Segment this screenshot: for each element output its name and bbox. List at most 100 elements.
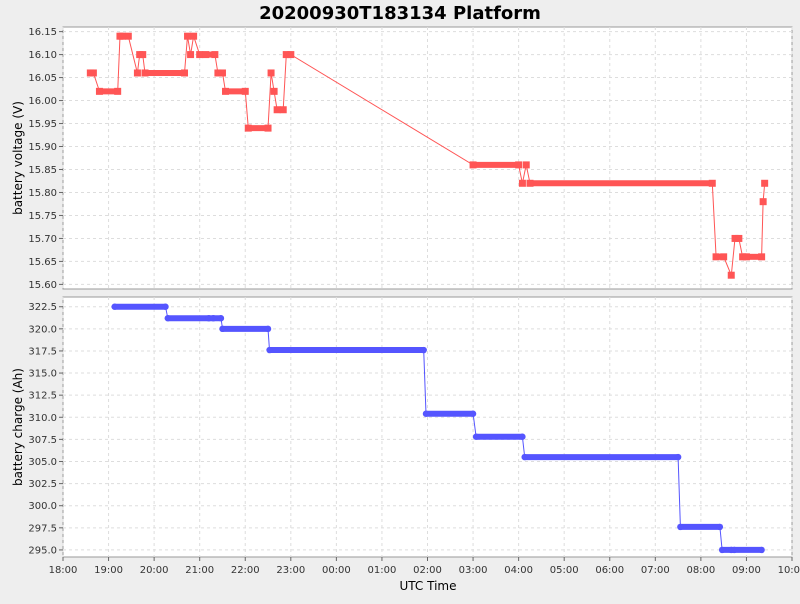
x-tick-label-3: 21:00 bbox=[185, 565, 214, 576]
charge-ytick-label-5: 307.5 bbox=[28, 435, 57, 446]
voltage-point-21 bbox=[241, 87, 249, 95]
voltage-point-26 bbox=[273, 106, 281, 114]
x-tick-label-9: 03:00 bbox=[459, 565, 488, 576]
voltage-point-11 bbox=[181, 69, 188, 77]
charge-ytick-label-9: 317.5 bbox=[28, 346, 57, 357]
voltage-point-32 bbox=[518, 179, 526, 187]
voltage-point-42 bbox=[742, 253, 750, 261]
voltage-ytick-label-3: 15.75 bbox=[28, 211, 57, 222]
voltage-ytick-label-0: 15.60 bbox=[28, 280, 57, 291]
x-tick-label-7: 01:00 bbox=[368, 565, 397, 576]
charge-point-3 bbox=[205, 315, 212, 322]
voltage-point-14 bbox=[190, 32, 198, 40]
voltage-point-16 bbox=[202, 51, 210, 59]
x-tick-label-14: 08:00 bbox=[686, 565, 715, 576]
voltage-point-15 bbox=[196, 51, 204, 59]
x-tick-label-0: 18:00 bbox=[49, 565, 78, 576]
x-tick-label-10: 04:00 bbox=[504, 565, 533, 576]
charge-ytick-label-4: 305.0 bbox=[28, 457, 57, 468]
voltage-panel: 15.60 15.65 15.70 15.75 15.80 15.85 15.90 15.95… bbox=[11, 26, 793, 291]
x-tick-label-13: 07:00 bbox=[641, 565, 670, 576]
x-tick-label-2: 20:00 bbox=[140, 565, 169, 576]
x-axis: 18:00 19:00 20:00 21:00 22:00 23:00 00:00 01:00… bbox=[49, 557, 800, 576]
voltage-point-43 bbox=[758, 253, 766, 261]
charge-point-13 bbox=[519, 433, 526, 440]
charge-ytick-label-0: 295.0 bbox=[28, 545, 57, 556]
voltage-point-39 bbox=[731, 234, 739, 242]
voltage-y-axis-label: battery voltage (V) bbox=[11, 101, 25, 215]
voltage-point-40 bbox=[735, 234, 743, 242]
charge-point-4 bbox=[210, 315, 217, 322]
charge-panel: 295.0 297.5 300.0 302.5 305.0 307.5 310.0 312.5… bbox=[11, 296, 793, 558]
charge-point-1 bbox=[162, 303, 169, 310]
voltage-point-10 bbox=[141, 69, 149, 77]
voltage-point-22 bbox=[244, 124, 252, 132]
voltage-ytick-label-11: 16.15 bbox=[28, 27, 57, 38]
voltage-ytick-label-9: 16.05 bbox=[28, 73, 57, 84]
charge-ytick-label-1: 297.5 bbox=[28, 523, 57, 534]
x-axis-label: UTC Time bbox=[400, 579, 457, 593]
voltage-point-19 bbox=[218, 69, 226, 77]
x-tick-label-15: 09:00 bbox=[732, 565, 761, 576]
voltage-point-30 bbox=[469, 161, 477, 169]
voltage-ytick-label-10: 16.10 bbox=[28, 50, 57, 61]
chart-title: 20200930T183134 Platform bbox=[259, 3, 541, 24]
voltage-ytick-label-4: 15.80 bbox=[28, 188, 57, 199]
voltage-point-23 bbox=[264, 124, 272, 132]
voltage-point-45 bbox=[761, 179, 769, 187]
charge-point-15 bbox=[674, 453, 682, 461]
charge-ytick-label-7: 312.5 bbox=[28, 391, 57, 402]
voltage-point-13 bbox=[187, 51, 195, 59]
voltage-point-27 bbox=[279, 106, 287, 114]
voltage-ytick-label-6: 15.90 bbox=[28, 142, 57, 153]
voltage-point-3 bbox=[114, 87, 122, 95]
charge-point-0 bbox=[111, 303, 118, 310]
voltage-point-28 bbox=[282, 51, 290, 59]
voltage-point-25 bbox=[270, 87, 278, 95]
charge-point-12 bbox=[472, 433, 480, 440]
x-tick-label-1: 19:00 bbox=[94, 565, 123, 576]
voltage-point-34 bbox=[526, 179, 534, 187]
voltage-point-24 bbox=[267, 69, 275, 77]
voltage-point-2 bbox=[95, 87, 103, 95]
charge-point-14 bbox=[521, 453, 528, 461]
charge-point-7 bbox=[264, 325, 272, 333]
charge-point-18 bbox=[718, 546, 726, 554]
x-tick-label-12: 06:00 bbox=[595, 565, 624, 576]
voltage-point-12 bbox=[184, 32, 192, 40]
x-tick-label-11: 05:00 bbox=[550, 565, 579, 576]
charge-point-16 bbox=[677, 523, 684, 531]
charge-point-10 bbox=[422, 410, 430, 417]
x-tick-label-8: 02:00 bbox=[413, 565, 442, 576]
voltage-point-36 bbox=[712, 253, 720, 261]
voltage-ytick-label-1: 15.65 bbox=[28, 257, 57, 268]
charge-point-11 bbox=[469, 410, 477, 417]
voltage-ytick-label-5: 15.85 bbox=[28, 165, 57, 176]
voltage-point-20 bbox=[222, 87, 230, 95]
voltage-point-44 bbox=[759, 198, 767, 206]
voltage-ytick-label-7: 15.95 bbox=[28, 119, 57, 130]
charge-point-6 bbox=[219, 325, 226, 333]
charge-point-5 bbox=[217, 315, 225, 322]
voltage-ytick-label-2: 15.70 bbox=[28, 234, 57, 245]
x-tick-label-4: 22:00 bbox=[231, 565, 260, 576]
charge-point-2 bbox=[164, 315, 171, 322]
voltage-point-5 bbox=[118, 32, 126, 40]
charge-ytick-label-3: 302.5 bbox=[28, 479, 57, 490]
x-tick-label-6: 00:00 bbox=[322, 565, 351, 576]
charge-point-8 bbox=[266, 346, 273, 354]
voltage-point-31 bbox=[515, 161, 523, 169]
charge-ytick-label-6: 310.0 bbox=[28, 413, 57, 424]
charge-point-20 bbox=[731, 546, 738, 554]
voltage-point-7 bbox=[133, 69, 141, 77]
charge-ytick-label-8: 315.0 bbox=[28, 369, 57, 380]
charge-ytick-label-10: 320.0 bbox=[28, 324, 57, 335]
charge-ytick-label-2: 300.0 bbox=[28, 501, 57, 512]
voltage-point-29 bbox=[287, 51, 295, 59]
charge-point-21 bbox=[758, 546, 765, 554]
voltage-point-9 bbox=[139, 51, 147, 59]
voltage-point-6 bbox=[124, 32, 132, 40]
charge-ytick-label-11: 322.5 bbox=[28, 302, 57, 313]
voltage-point-33 bbox=[522, 161, 530, 169]
